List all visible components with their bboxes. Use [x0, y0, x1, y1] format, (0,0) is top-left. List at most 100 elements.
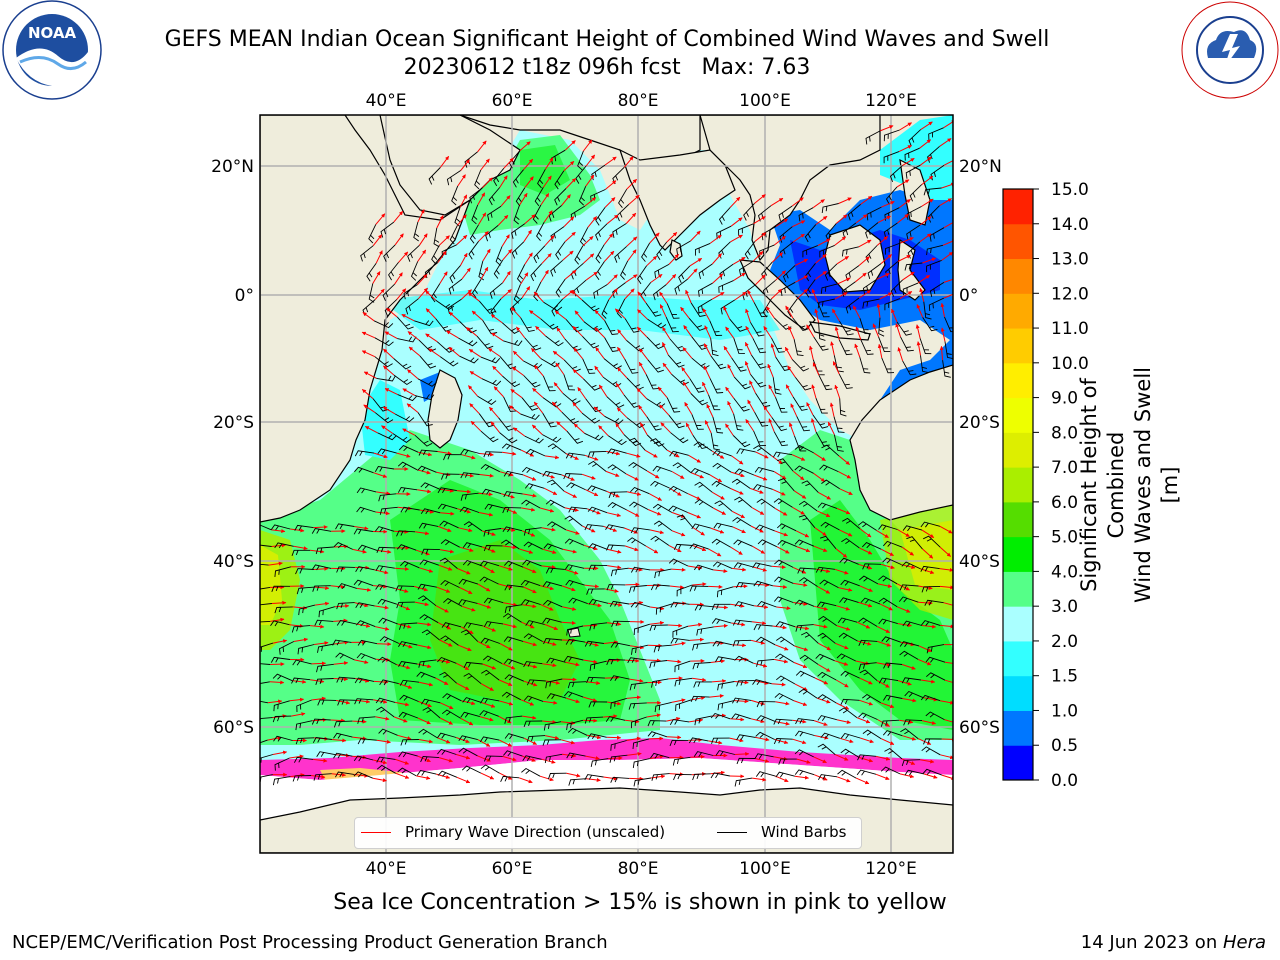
- wave-direction-arrow: [581, 473, 596, 480]
- wave-direction-arrow: [583, 253, 595, 264]
- wave-direction-arrow: [837, 277, 851, 285]
- wind-barb: [697, 298, 713, 314]
- lat-label: 60°S: [213, 718, 254, 738]
- wave-direction-arrow: [478, 231, 489, 242]
- wave-direction-arrow: [754, 194, 766, 204]
- wind-barb: [676, 514, 694, 528]
- wave-direction-arrow: [439, 155, 450, 168]
- wind-barb: [650, 438, 668, 451]
- wind-barb: [614, 246, 627, 263]
- wave-direction-arrow: [818, 491, 831, 500]
- wind-barb: [690, 467, 710, 476]
- wave-direction-arrow: [585, 154, 596, 167]
- wind-barb: [690, 393, 708, 406]
- wave-direction-arrow: [532, 387, 544, 398]
- wave-direction-arrow: [752, 251, 764, 262]
- wind-barb: [460, 448, 480, 455]
- wind-barb: [417, 378, 437, 387]
- wave-direction-arrow: [876, 236, 889, 246]
- colorbar-tick-label: 12.0: [1051, 284, 1089, 304]
- wave-direction-arrow: [446, 330, 459, 339]
- wind-barb: [817, 301, 830, 318]
- wave-direction-arrow: [587, 216, 597, 228]
- wave-direction-arrow: [792, 506, 805, 515]
- wave-direction-arrow: [490, 421, 500, 433]
- footer-date: 14 Jun 2023 on Hera: [1081, 932, 1266, 953]
- wind-barb: [493, 168, 505, 187]
- wind-barb: [530, 263, 543, 282]
- wave-direction-arrow: [638, 405, 648, 418]
- wave-direction-arrow: [660, 422, 671, 434]
- wind-barb: [667, 354, 685, 368]
- wave-direction-arrow: [499, 175, 508, 188]
- wave-direction-arrow: [497, 214, 509, 226]
- wind-barb: [884, 298, 901, 311]
- southeast-asia: [699, 115, 881, 262]
- wave-direction-arrow: [830, 341, 835, 356]
- wind-barb: [652, 284, 667, 301]
- wind-barb: [459, 506, 480, 513]
- vector-field: [260, 120, 953, 787]
- wind-barb: [374, 526, 395, 533]
- wind-barb: [629, 501, 649, 510]
- wind-barb: [294, 524, 314, 531]
- wave-direction-arrow: [595, 347, 605, 359]
- wind-barb: [889, 165, 903, 183]
- wave-direction-arrow: [457, 508, 471, 514]
- wave-direction-arrow: [512, 350, 524, 362]
- wave-direction-arrow: [626, 178, 637, 190]
- wave-direction-arrow: [456, 489, 472, 494]
- wave-direction-arrow: [436, 215, 444, 229]
- wind-barb: [691, 414, 704, 430]
- wind-barb: [754, 466, 775, 473]
- wave-direction-arrow: [461, 289, 472, 300]
- wave-direction-arrow: [788, 422, 795, 437]
- wind-barb: [710, 355, 727, 370]
- wave-direction-arrow: [563, 490, 577, 498]
- wave-direction-arrow: [745, 308, 751, 323]
- wind-barb: [926, 244, 944, 256]
- wave-direction-arrow: [712, 491, 725, 500]
- grid-lines: [260, 115, 953, 853]
- wind-barb: [796, 416, 810, 432]
- lat-label: 20°S: [213, 413, 254, 433]
- wind-barb: [471, 279, 482, 299]
- wave-direction-arrow: [372, 234, 383, 247]
- wind-barb: [489, 282, 503, 299]
- wind-barb: [878, 524, 898, 531]
- wind-barb: [926, 259, 942, 273]
- wave-direction-arrow: [521, 286, 531, 299]
- wind-barb: [710, 338, 719, 357]
- wave-direction-arrow: [362, 311, 375, 322]
- wind-barb: [820, 283, 838, 294]
- wind-barb: [607, 448, 627, 455]
- wave-direction-arrow: [583, 139, 593, 152]
- wave-direction-arrow: [772, 488, 786, 496]
- wind-barb: [501, 443, 522, 451]
- wave-direction-arrow: [881, 201, 895, 208]
- wind-barb: [712, 450, 732, 457]
- lat-labels-left: 20°N 0° 20°S 40°S 60°S: [211, 157, 254, 738]
- wave-direction-arrow: [895, 323, 901, 337]
- wave-direction-arrow: [606, 735, 622, 740]
- wind-barb: [459, 355, 479, 364]
- wave-direction-arrow: [419, 509, 434, 514]
- wave-direction-arrow: [774, 530, 788, 537]
- wind-barb: [449, 225, 458, 245]
- wave-direction-arrow: [899, 291, 913, 300]
- wind-barb: [688, 318, 706, 331]
- wind-barb: [502, 507, 522, 514]
- wind-barb: [734, 468, 755, 476]
- wind-barb: [798, 514, 816, 528]
- wind-barb: [942, 360, 951, 378]
- wind-barb: [417, 412, 433, 427]
- wave-direction-arrow: [687, 493, 701, 500]
- wave-direction-arrow: [468, 385, 478, 397]
- wave-direction-arrow: [606, 490, 620, 498]
- wind-barb: [838, 340, 853, 356]
- wave-direction-arrow: [745, 419, 755, 432]
- sri-lanka: [669, 239, 683, 261]
- wave-direction-arrow: [593, 406, 605, 417]
- wave-direction-arrow: [711, 291, 725, 300]
- wave-direction-arrow: [594, 309, 605, 321]
